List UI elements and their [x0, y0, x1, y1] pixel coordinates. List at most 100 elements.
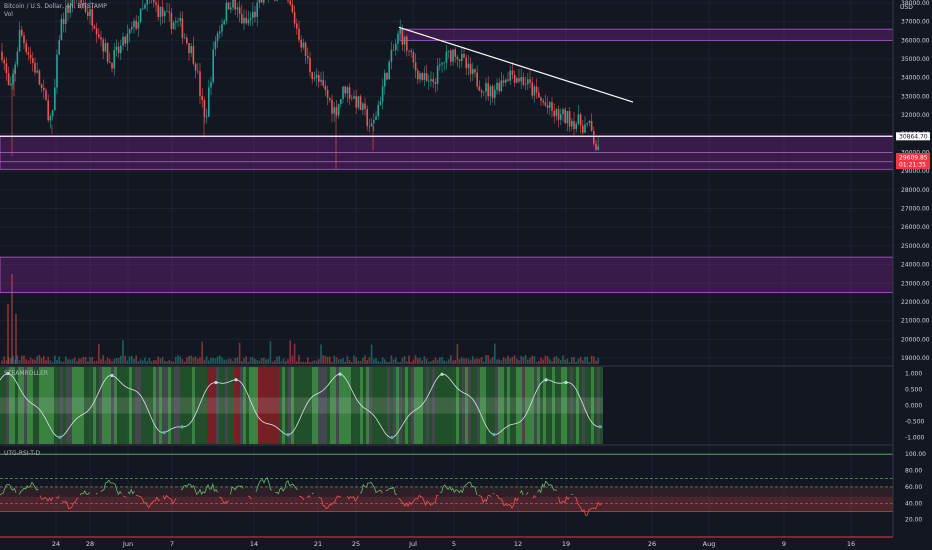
candle-body	[172, 22, 175, 30]
volume-bar	[573, 357, 575, 364]
volume-bar	[458, 359, 461, 364]
steamroller-bar	[318, 367, 321, 444]
steamroller-bar	[171, 367, 174, 444]
volume-bar	[80, 358, 82, 364]
steamroller-bar	[471, 367, 474, 444]
volume-legend[interactable]: Vol	[4, 11, 13, 18]
candle-body	[313, 77, 316, 79]
volume-bar	[469, 359, 472, 364]
candle-body	[298, 28, 300, 40]
volume-bar	[54, 355, 56, 364]
candle-body	[447, 50, 450, 52]
volume-bar	[381, 357, 384, 364]
volume-bar	[302, 361, 305, 364]
volume-bar	[346, 355, 349, 364]
candle-body	[381, 86, 384, 102]
steamroller-bar	[264, 367, 267, 444]
steamroller-line	[0, 373, 602, 438]
volume-bar	[199, 357, 201, 364]
candle-body	[65, 7, 67, 25]
volume-bar	[69, 359, 71, 364]
time-tick-label: 19	[562, 540, 570, 548]
candle-body	[38, 70, 41, 85]
candle-body	[120, 45, 122, 54]
candle-body	[333, 107, 335, 114]
candle-body	[219, 31, 221, 34]
volume-bar	[423, 356, 426, 364]
price-axis[interactable]: 38000.00 37000.00 36000.00 35000.00 34000.00…	[901, 0, 930, 524]
trend-line[interactable]	[398, 26, 634, 103]
candle-body	[71, 0, 74, 6]
candle-body	[542, 100, 544, 103]
time-tick-label: 21	[314, 540, 322, 548]
volume-bar	[227, 358, 230, 364]
candle-body	[194, 63, 197, 71]
steamroller-bar	[42, 367, 45, 444]
volume-bar	[263, 357, 265, 364]
volume-bar	[11, 274, 13, 364]
steamroller-bar	[516, 367, 519, 444]
price-tick-label: 19000.00	[901, 355, 930, 362]
candle-body	[436, 65, 439, 84]
steamroller-bar	[225, 367, 228, 444]
candle-body	[309, 57, 311, 73]
rsi-line	[346, 495, 359, 502]
candle-body	[522, 77, 525, 85]
candle-body	[82, 3, 85, 6]
steamroller-bar	[366, 367, 369, 444]
volume-bar	[5, 360, 8, 364]
steamroller-bar	[369, 367, 372, 444]
level-badge: 30864.70	[896, 132, 930, 141]
steamroller-bar	[315, 367, 318, 444]
volume-bar	[441, 356, 443, 364]
volume-bar	[311, 361, 313, 364]
steamroller-tick-label: 1.000	[905, 370, 922, 377]
volume-bar	[49, 360, 52, 364]
volume-bar	[480, 357, 483, 364]
symbol-title[interactable]: Bitcoin / U.S. Dollar, 4h, BITSTAMP	[4, 3, 107, 10]
volume-bar	[58, 356, 60, 364]
price-candles[interactable]	[1, 0, 599, 170]
candle-body	[51, 110, 54, 117]
candle-body	[571, 120, 573, 127]
volume-bar	[364, 355, 366, 364]
candle-body	[392, 49, 395, 51]
volume-bar	[395, 357, 397, 364]
volume-bar	[188, 355, 190, 364]
candle-body	[45, 90, 47, 101]
candle-body	[18, 29, 21, 52]
steamroller-bar	[585, 367, 588, 444]
volume-bar	[194, 356, 197, 364]
steamroller-bar	[543, 367, 546, 444]
rsi-line	[526, 491, 529, 495]
steamroller-bar	[168, 367, 171, 444]
volume-bar	[247, 361, 250, 364]
candle-body	[335, 107, 338, 116]
candle-body	[531, 82, 533, 96]
volume-bar	[434, 357, 437, 364]
steamroller-bar	[237, 367, 240, 444]
rsi-tick-label: 20.00	[905, 517, 922, 524]
rsi-line	[574, 496, 602, 516]
candle-body	[584, 124, 586, 133]
volume-bar	[122, 340, 124, 364]
rsi-legend[interactable]: UTG-RSI-T-D	[4, 450, 41, 457]
volume-bar	[560, 359, 562, 364]
steamroller-dot	[234, 378, 238, 382]
candle-body	[395, 43, 397, 51]
candle-body	[500, 80, 503, 92]
steamroller-bar	[297, 367, 300, 444]
volume-bar	[408, 355, 410, 364]
steamroller-legend[interactable]: STEAMROLLER	[4, 370, 48, 377]
steamroller-bar	[573, 367, 576, 444]
steamroller-dot	[214, 380, 218, 385]
time-axis[interactable]: 24 28 Jun 7 14 21 25 Jul 5 12 19 26 Aug 9 16	[52, 540, 855, 548]
volume-bar	[82, 356, 85, 364]
rsi-line	[180, 482, 218, 496]
price-tick-label: 36000.00	[901, 37, 930, 44]
steamroller-bar	[90, 367, 93, 444]
candle-body	[342, 86, 344, 100]
candle-body	[417, 70, 419, 80]
candle-body	[201, 95, 203, 100]
